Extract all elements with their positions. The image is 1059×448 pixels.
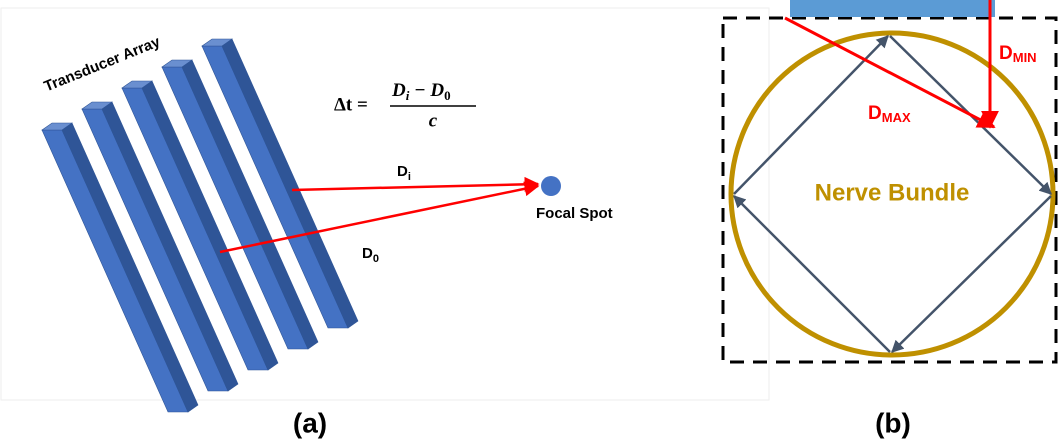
text: − D	[409, 80, 444, 101]
text: MIN	[1013, 50, 1037, 65]
caption-b: (b)	[875, 407, 911, 438]
focal-spot	[541, 176, 561, 196]
formula-numerator: Di − D0	[391, 80, 451, 103]
diamond-edge	[892, 196, 1051, 352]
nerve-label: Nerve Bundle	[815, 179, 970, 206]
formula-lhs: Δt =	[334, 94, 368, 115]
text: i	[408, 171, 411, 183]
transducer	[790, 0, 995, 17]
text: D	[397, 163, 408, 180]
text: D	[391, 80, 406, 101]
text: D	[362, 245, 373, 262]
label-d-min: DMIN	[999, 43, 1037, 65]
text: D	[999, 43, 1013, 64]
formula-denominator: c	[429, 110, 438, 131]
label-d-max: DMAX	[868, 103, 911, 125]
text: 0	[444, 88, 451, 103]
focal-label: Focal Spot	[536, 205, 613, 222]
text: MAX	[882, 110, 911, 125]
caption-a: (a)	[293, 407, 327, 438]
figure: Transducer Array Δt = Di − D0 c Di D0 Fo…	[0, 0, 1059, 448]
text: D	[868, 103, 882, 124]
text: 0	[373, 253, 379, 265]
